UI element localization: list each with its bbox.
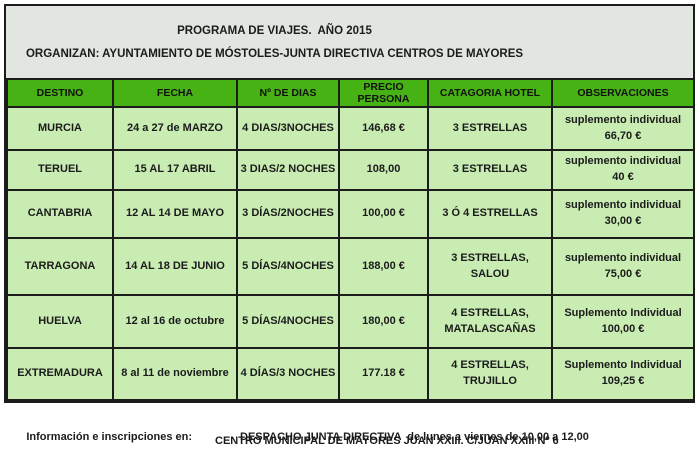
cell-destino: EXTREMADURA [6, 347, 114, 401]
footer-line1: Información e inscripciones en: DESPACHO … [8, 419, 589, 454]
cell-precio: 108,00 [338, 149, 429, 191]
cell-hotel: 3 ESTRELLAS [427, 106, 553, 151]
column-header: PRECIO PERSONA [338, 78, 429, 108]
cell-observaciones: suplemento individual 30,00 € [551, 189, 695, 239]
cell-precio: 100,00 € [338, 189, 429, 239]
cell-dias: 4 DIAS/3NOCHES [236, 106, 340, 151]
cell-destino: TARRAGONA [6, 237, 114, 296]
cell-dias: 3 DÍAS/2NOCHES [236, 189, 340, 239]
table-body: MURCIA 24 a 27 de MARZO 4 DIAS/3NOCHES 146,… [6, 106, 695, 401]
cell-fecha: 12 AL 14 DE MAYO [112, 189, 238, 239]
table-row: MURCIA 24 a 27 de MARZO 4 DIAS/3NOCHES 146,… [6, 106, 695, 151]
header-row: DESTINO FECHA Nº DE DIAS PRECIO PERSONA CATA… [6, 78, 695, 108]
travel-program-table: DESTINO FECHA Nº DE DIAS PRECIO PERSONA CATA… [6, 78, 695, 401]
cell-observaciones: suplemento individual 75,00 € [551, 237, 695, 296]
cell-hotel: 3 ESTRELLAS, SALOU [427, 237, 553, 296]
table-row: TERUEL 15 AL 17 ABRIL 3 DIAS/2 NOCHES 108,0… [6, 149, 695, 191]
table-row: EXTREMADURA 8 al 11 de noviembre 4 DÍAS/3 … [6, 347, 695, 401]
table-header: DESTINO FECHA Nº DE DIAS PRECIO PERSONA CATA… [6, 78, 695, 108]
cell-fecha: 12 al 16 de octubre [112, 294, 238, 349]
bordered-frame: PROGRAMA DE VIAJES. AÑO 2015 ORGANIZAN: … [4, 4, 695, 403]
cell-destino: HUELVA [6, 294, 114, 349]
table-row: HUELVA 12 al 16 de octubre 5 DÍAS/4NOCHES 1… [6, 294, 695, 349]
footer-info-line1: DESPACHO JUNTA DIRECTIVA de lunes a vier… [240, 431, 589, 443]
cell-observaciones: suplemento individual 66,70 € [551, 106, 695, 151]
cell-precio: 177.18 € [338, 347, 429, 401]
footer-info-line2: CENTRO MUNICIPAL DE MAYORES JUAN XXIII. … [215, 435, 559, 447]
cell-fecha: 8 al 11 de noviembre [112, 347, 238, 401]
cell-dias: 4 DÍAS/3 NOCHES [236, 347, 340, 401]
column-header: FECHA [112, 78, 238, 108]
cell-hotel: 3 Ó 4 ESTRELLAS [427, 189, 553, 239]
cell-dias: 5 DÍAS/4NOCHES [236, 237, 340, 296]
cell-precio: 180,00 € [338, 294, 429, 349]
cell-dias: 3 DIAS/2 NOCHES [236, 149, 340, 191]
cell-observaciones: Suplemento Individual 100,00 € [551, 294, 695, 349]
column-header: CATAGORIA HOTEL [427, 78, 553, 108]
cell-fecha: 14 AL 18 DE JUNIO [112, 237, 238, 296]
column-header: DESTINO [6, 78, 114, 108]
cell-precio: 146,68 € [338, 106, 429, 151]
page-subtitle: ORGANIZAN: AYUNTAMIENTO DE MÓSTOLES-JUNT… [25, 47, 524, 60]
cell-dias: 5 DÍAS/4NOCHES [236, 294, 340, 349]
cell-observaciones: suplemento individual 40 € [551, 149, 695, 191]
title-box: PROGRAMA DE VIAJES. AÑO 2015 ORGANIZAN: … [6, 6, 693, 78]
footer-label: Información e inscripciones en: [26, 431, 192, 443]
table-row: CANTABRIA 12 AL 14 DE MAYO 3 DÍAS/2NOCHES 1… [6, 189, 695, 239]
cell-precio: 188,00 € [338, 237, 429, 296]
cell-fecha: 24 a 27 de MARZO [112, 106, 238, 151]
cell-destino: TERUEL [6, 149, 114, 191]
column-header: OBSERVACIONES [551, 78, 695, 108]
cell-fecha: 15 AL 17 ABRIL [112, 149, 238, 191]
table-row: TARRAGONA 14 AL 18 DE JUNIO 5 DÍAS/4NOCHES… [6, 237, 695, 296]
cell-hotel: 4 ESTRELLAS, MATALASCAÑAS [427, 294, 553, 349]
cell-observaciones: Suplemento Individual 109,25 € [551, 347, 695, 401]
cell-hotel: 4 ESTRELLAS, TRUJILLO [427, 347, 553, 401]
page-title: PROGRAMA DE VIAJES. AÑO 2015 [177, 24, 372, 37]
cell-hotel: 3 ESTRELLAS [427, 149, 553, 191]
cell-destino: MURCIA [6, 106, 114, 151]
column-header: Nº DE DIAS [236, 78, 340, 108]
cell-destino: CANTABRIA [6, 189, 114, 239]
